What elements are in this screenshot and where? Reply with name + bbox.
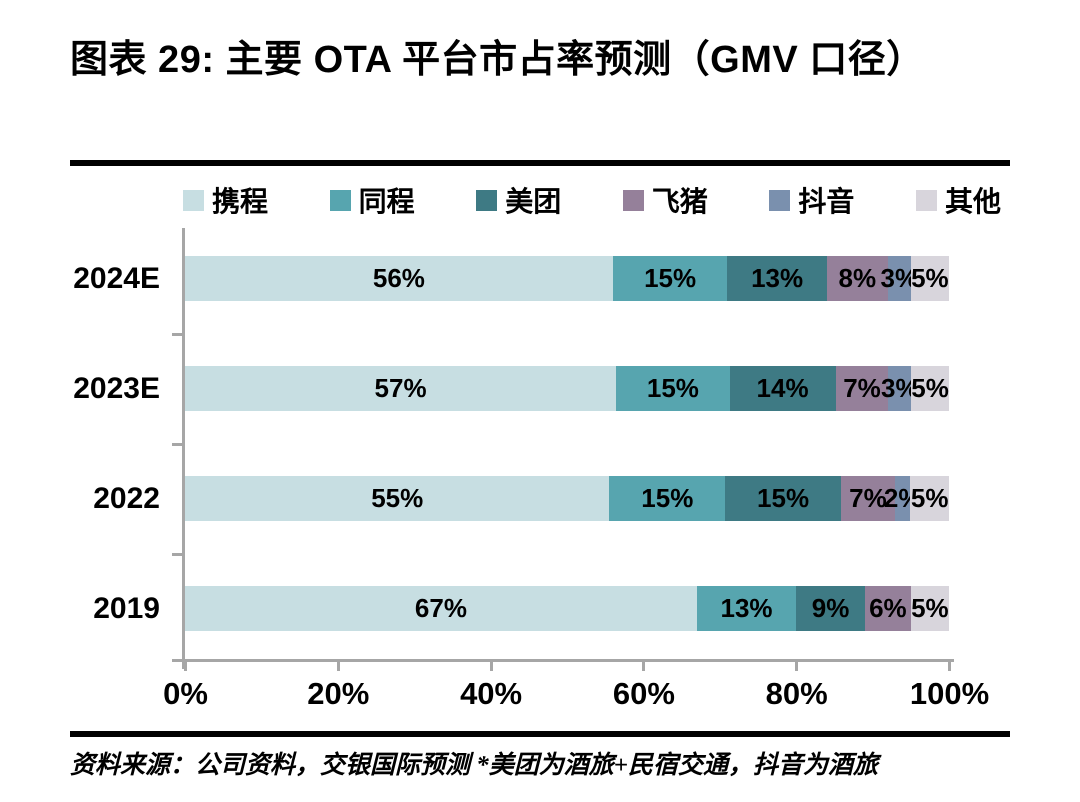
x-axis-tick: [336, 662, 340, 671]
source-note: 资料来源：公司资料，交银国际预测 *美团为酒旅+民宿交通，抖音为酒旅: [70, 752, 878, 779]
bar-value-label: 55%: [371, 482, 424, 513]
x-axis-tick-label: 100%: [909, 676, 990, 711]
category-label: 2022: [93, 481, 160, 515]
category-label: 2024E: [73, 261, 160, 295]
bar-segment: 15%: [612, 255, 728, 301]
bar-segment: 14%: [729, 365, 836, 411]
bar-segment: 5%: [910, 255, 949, 301]
x-axis-tick: [948, 662, 951, 671]
x-axis-tick: [795, 662, 799, 671]
legend-swatch-icon: [622, 189, 644, 211]
bar-value-label: 56%: [372, 262, 425, 293]
y-axis-tick: [172, 553, 182, 556]
bar-segment: 7%: [840, 475, 895, 521]
legend-label: 抖音: [798, 186, 855, 217]
bar-value-label: 15%: [757, 482, 810, 513]
category-label: 2023E: [73, 371, 160, 405]
legend-swatch-icon: [329, 189, 351, 211]
bar-value-label: 5%: [910, 482, 949, 513]
bar-value-label: 13%: [720, 592, 773, 623]
bar-value-label: 13%: [751, 262, 804, 293]
chart-legend: 携程 同程 美团 飞猪 抖音 其他: [183, 183, 1001, 217]
bar-segment: 13%: [696, 585, 797, 631]
legend-item-4: 飞猪: [622, 180, 708, 220]
y-axis-line: [182, 228, 185, 669]
bar-segment: 67%: [185, 585, 697, 631]
x-axis-tick: [184, 662, 187, 671]
bar-value-label: 7%: [849, 482, 887, 513]
bar-segment: 57%: [185, 365, 617, 411]
bar-segment: 6%: [864, 585, 911, 631]
bar-segment: 3%: [881, 365, 919, 411]
x-axis-tick-label: 20%: [307, 676, 370, 711]
bar-value-label: 67%: [414, 592, 467, 623]
bar-value-label: 5%: [911, 372, 949, 403]
legend-item-2: 同程: [329, 180, 415, 220]
bar-value-label: 7%: [843, 372, 881, 403]
legend-swatch-icon: [769, 189, 791, 211]
bar-segment: 56%: [185, 255, 613, 301]
bar-value-label: 6%: [869, 592, 907, 623]
x-axis-labels: 0% 20% 40% 60% 80% 100%: [0, 676, 1080, 716]
bar-value-label: 14%: [756, 372, 809, 403]
bar-segment: 3%: [881, 255, 918, 301]
bar-value-label: 15%: [646, 372, 699, 403]
bar-value-label: 57%: [374, 372, 427, 403]
bar-row: 55% 15% 15% 7% 2% 5%: [185, 475, 949, 521]
legend-label: 同程: [358, 186, 415, 217]
source-divider-rule: [70, 731, 1010, 737]
legend-item-1: 携程: [183, 180, 268, 220]
bar-value-label: 15%: [641, 482, 694, 513]
bar-segment: 55%: [185, 475, 610, 521]
x-axis-line: [172, 659, 954, 662]
bar-row: 67% 13% 9% 6% 5%: [185, 585, 949, 631]
legend-label: 美团: [505, 186, 562, 217]
x-axis-tick-label: 80%: [765, 676, 828, 711]
x-axis-tick-label: 0%: [163, 676, 208, 711]
x-axis-tick: [489, 662, 493, 671]
bar-value-label: 5%: [911, 262, 949, 293]
category-label: 2019: [93, 591, 160, 625]
bar-value-label: 8%: [838, 262, 877, 293]
bar-segment: 13%: [727, 255, 827, 301]
legend-swatch-icon: [476, 189, 498, 211]
bar-value-label: 9%: [811, 592, 850, 623]
legend-label: 其他: [944, 186, 1001, 217]
bar-row: 57% 15% 14% 7% 3% 5%: [185, 365, 949, 411]
legend-label: 飞猪: [651, 186, 708, 217]
stacked-bar-chart: 2024E 56% 15% 13% 8% 3% 5% 2023E 57% 15% 14% 7% 3% 5%…: [0, 228, 1080, 671]
figure-title: 图表 29: 主要 OTA 平台市占率预测（GMV 口径）: [70, 39, 925, 81]
legend-swatch-icon: [915, 189, 937, 211]
bar-segment: 5%: [910, 475, 949, 521]
bar-segment: 9%: [796, 585, 865, 631]
bar-segment: 8%: [826, 255, 888, 301]
bar-segment: 2%: [884, 475, 921, 521]
y-axis-tick: [172, 443, 182, 446]
title-divider-rule: [70, 160, 1010, 166]
legend-label: 携程: [212, 186, 269, 217]
legend-item-6: 其他: [915, 180, 1001, 220]
x-axis-tick-label: 40%: [460, 676, 523, 711]
legend-swatch-icon: [183, 189, 204, 211]
bar-segment: 15%: [616, 365, 730, 411]
bar-segment: 15%: [609, 475, 726, 521]
x-axis-tick: [642, 662, 646, 671]
bar-segment: 5%: [910, 585, 949, 631]
legend-item-3: 美团: [476, 180, 561, 220]
y-axis-tick: [172, 333, 182, 336]
bar-value-label: 5%: [911, 592, 949, 623]
bar-segment: 15%: [725, 475, 841, 521]
bar-value-label: 15%: [644, 262, 697, 293]
bar-segment: 5%: [911, 365, 949, 411]
bar-row: 56% 15% 13% 8% 3% 5%: [185, 255, 949, 301]
bar-segment: 7%: [835, 365, 889, 411]
legend-item-5: 抖音: [769, 180, 854, 220]
x-axis-tick-label: 60%: [612, 676, 675, 711]
